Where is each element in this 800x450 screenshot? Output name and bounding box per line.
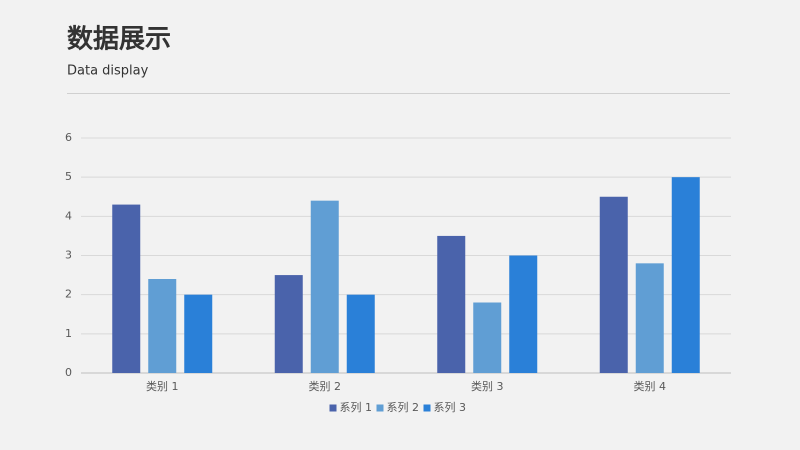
slide-title: 数据展示 — [67, 25, 171, 55]
x-tick-label: 类别 1 — [146, 379, 179, 393]
bar — [310, 200, 339, 373]
bar — [184, 294, 213, 373]
bar — [346, 294, 375, 373]
legend-swatch — [376, 404, 384, 412]
x-tick-label: 类别 4 — [634, 379, 667, 393]
y-tick-label: 2 — [65, 288, 72, 301]
bar — [671, 177, 700, 373]
y-tick-label: 3 — [65, 249, 72, 262]
bar — [509, 255, 538, 373]
bar — [437, 235, 466, 373]
legend-swatch — [423, 404, 431, 412]
legend-label: 系列 3 — [434, 400, 467, 414]
y-tick-label: 5 — [65, 170, 72, 183]
y-tick-label: 1 — [65, 327, 72, 340]
legend-label: 系列 2 — [387, 400, 420, 414]
bar — [112, 204, 141, 373]
bar — [599, 196, 628, 373]
slide-subtitle: Data display — [67, 64, 149, 79]
bar — [635, 263, 664, 373]
legend-swatch — [329, 404, 337, 412]
bar — [148, 279, 177, 373]
bar — [473, 302, 502, 373]
y-tick-label: 0 — [65, 366, 72, 379]
legend-label: 系列 1 — [340, 400, 373, 414]
x-tick-label: 类别 2 — [309, 379, 342, 393]
x-tick-label: 类别 3 — [471, 379, 504, 393]
bar — [274, 275, 303, 373]
y-tick-label: 6 — [65, 131, 72, 144]
y-tick-label: 4 — [65, 209, 72, 222]
